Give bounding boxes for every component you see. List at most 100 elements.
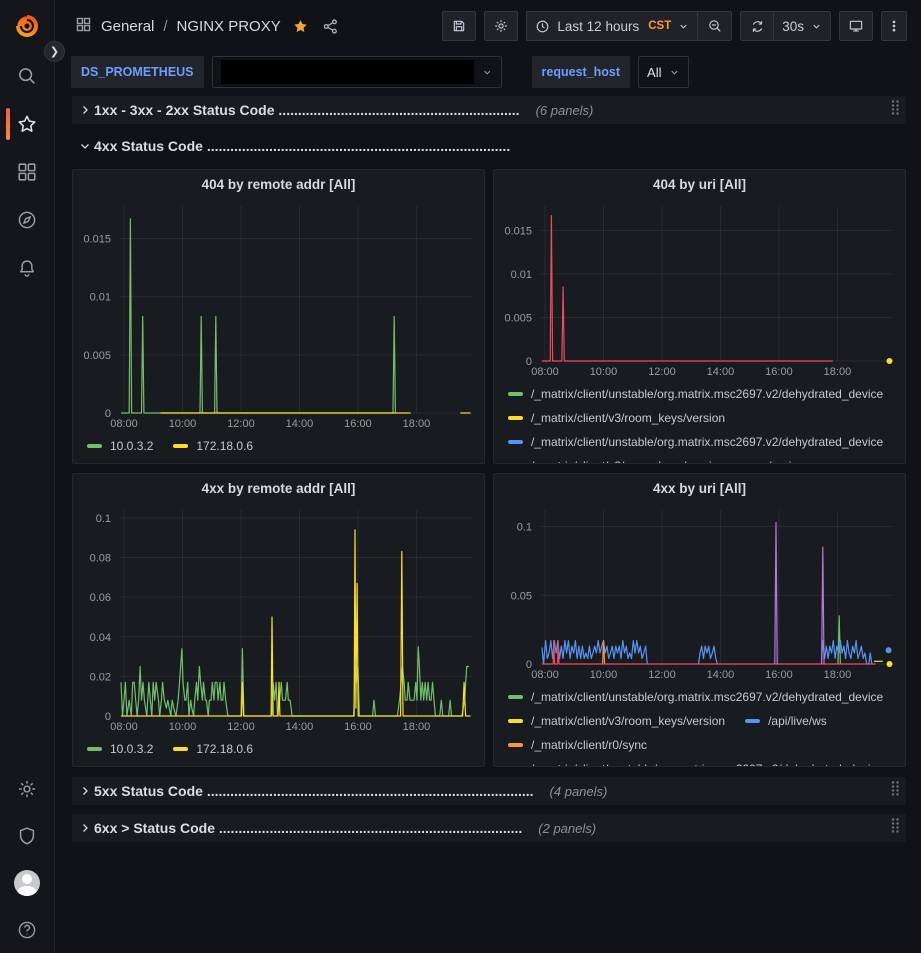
svg-text:0.1: 0.1: [96, 513, 111, 525]
timezone-label: CST: [648, 20, 671, 32]
breadcrumb-section[interactable]: General: [101, 18, 154, 35]
top-navigation-bar: General / NGINX PROXY: [55, 0, 921, 52]
row-header-5xx[interactable]: 5xx Status Code ........................…: [72, 777, 906, 805]
sidebar-item-dashboards[interactable]: [0, 148, 54, 196]
row-header-4xx[interactable]: 4xx Status Code ........................…: [72, 132, 906, 160]
legend-series-swatch: [508, 719, 523, 723]
legend-item[interactable]: /_matrix/client/unstable/org.matrix.msc2…: [508, 383, 883, 404]
svg-text:0.05: 0.05: [511, 590, 532, 602]
legend-item[interactable]: /_matrix/client/unstable/org.matrix.msc2…: [508, 686, 883, 707]
refresh-interval-dropdown[interactable]: 30s: [774, 11, 831, 41]
clock-icon: [535, 19, 550, 34]
legend-series-swatch: [173, 444, 188, 448]
drag-handle-icon[interactable]: [890, 780, 900, 802]
monitor-icon: [848, 18, 864, 34]
dashboard-settings-button[interactable]: [484, 11, 518, 41]
kebab-menu-button[interactable]: [881, 11, 907, 41]
gear-icon: [493, 18, 509, 34]
row-title: 5xx Status Code ........................…: [94, 783, 534, 799]
legend-item[interactable]: /api/live/ws: [745, 710, 827, 731]
row-header-6xx[interactable]: 6xx > Status Code ......................…: [72, 814, 906, 842]
legend-item[interactable]: 172.18.0.6: [173, 435, 253, 456]
shield-icon: [16, 825, 38, 847]
sidebar-item-profile[interactable]: [0, 859, 54, 906]
panel-404-by-uri: 404 by uri [All] 08:0010:0012:0014:0016:…: [493, 169, 906, 464]
tv-mode-button[interactable]: [839, 11, 873, 41]
legend-item[interactable]: 172.18.0.6: [173, 738, 253, 759]
legend-item[interactable]: 10.0.3.2: [87, 435, 153, 456]
chart-canvas[interactable]: 08:0010:0012:0014:0016:0018:0000.020.040…: [73, 502, 484, 736]
panel-grid: 404 by remote addr [All] 08:00 10:00 12:00…: [72, 169, 906, 767]
panel-title[interactable]: 404 by remote addr [All]: [73, 170, 484, 198]
legend-item[interactable]: /_matrix/client/unstable/org.matrix.msc2…: [508, 431, 883, 452]
save-dashboard-button[interactable]: [442, 11, 476, 41]
time-range-picker[interactable]: Last 12 hours CST: [526, 11, 698, 41]
caret-down-icon: [678, 21, 689, 32]
svg-text:18:00: 18:00: [824, 366, 852, 378]
chart-canvas[interactable]: 08:0010:0012:0014:0016:0018:0000.050.1: [494, 502, 905, 684]
svg-text:0.08: 0.08: [90, 553, 111, 565]
panel-title[interactable]: 4xx by remote addr [All]: [73, 474, 484, 502]
sidebar-item-server-admin[interactable]: [0, 812, 54, 859]
svg-text:12:00: 12:00: [648, 366, 676, 378]
datasource-label: DS_PROMETHEUS: [71, 56, 204, 88]
svg-text:12:00: 12:00: [227, 721, 255, 733]
star-icon: [16, 113, 38, 135]
refresh-button[interactable]: [740, 11, 774, 41]
legend-item[interactable]: /_matrix/client/v3/room_keys/version: [508, 407, 725, 428]
sidebar-item-configuration[interactable]: [0, 765, 54, 812]
svg-text:0: 0: [105, 711, 111, 723]
svg-text:12:00: 12:00: [648, 669, 676, 681]
svg-text:0.015: 0.015: [83, 234, 111, 246]
svg-text:10:00: 10:00: [169, 721, 197, 733]
svg-text:14:00: 14:00: [286, 418, 314, 430]
svg-text:14:00: 14:00: [707, 366, 735, 378]
legend-series-swatch: [173, 747, 188, 751]
row-header-1xx-3xx-2xx[interactable]: 1xx - 3xx - 2xx Status Code ............…: [72, 96, 906, 124]
datasource-dropdown[interactable]: [212, 56, 502, 88]
panel-title[interactable]: 4xx by uri [All]: [494, 474, 905, 502]
legend-item[interactable]: /_matrix/client/unstable/org.matrix.msc2…: [508, 758, 883, 766]
legend-series-label: /_matrix/client/unstable/org.matrix.msc2…: [531, 690, 883, 704]
dashboard-variables-bar: DS_PROMETHEUS request_host All: [55, 52, 921, 92]
time-range-label: Last 12 hours: [557, 19, 639, 34]
legend-series-label: /api/live/ws: [768, 714, 827, 728]
legend-item[interactable]: /_matrix/client/r0/sync: [508, 734, 647, 755]
favorite-star-button[interactable]: [290, 16, 311, 37]
legend-series-swatch: [745, 719, 760, 723]
legend-item[interactable]: 10.0.3.2: [87, 738, 153, 759]
chart-canvas[interactable]: 08:0010:0012:0014:0016:0018:0000.0050.01…: [494, 198, 905, 381]
sidebar-item-search[interactable]: [0, 52, 54, 100]
panel-4xx-by-remote-addr: 4xx by remote addr [All] 08:0010:0012:00…: [72, 473, 485, 767]
sidebar-item-starred[interactable]: [0, 100, 54, 148]
request-host-label: request_host: [532, 56, 631, 88]
zoom-out-time-button[interactable]: [698, 11, 732, 41]
legend-item[interactable]: /_matrix/client/v3/room_keys/version: [508, 455, 725, 463]
row-panel-count: (4 panels): [550, 784, 608, 799]
svg-text:0.01: 0.01: [511, 269, 532, 281]
svg-text:0.005: 0.005: [83, 350, 111, 362]
svg-text:08:00: 08:00: [531, 669, 559, 681]
sidebar-expand-button[interactable]: ❯: [44, 41, 65, 62]
panel-title[interactable]: 404 by uri [All]: [494, 170, 905, 198]
svg-text:0: 0: [526, 659, 532, 671]
legend-series-swatch: [508, 440, 523, 444]
sidebar-item-explore[interactable]: [0, 196, 54, 244]
legend-item[interactable]: /_matrix/client/v3/room_keys/version: [508, 710, 725, 731]
chart-canvas[interactable]: 08:0010:0012:0014:0016:0018:0000.0050.01…: [73, 198, 484, 433]
dashboard-title[interactable]: NGINX PROXY: [177, 18, 281, 35]
drag-handle-icon[interactable]: [890, 99, 900, 121]
panel-legend: 10.0.3.2 172.18.0.6: [73, 736, 484, 766]
svg-text:0: 0: [105, 408, 111, 420]
svg-text:0.005: 0.005: [504, 312, 532, 324]
request-host-dropdown[interactable]: All: [638, 56, 689, 88]
sidebar-item-alerting[interactable]: [0, 244, 54, 292]
drag-handle-icon[interactable]: [890, 817, 900, 839]
sidebar-item-help[interactable]: [0, 906, 54, 953]
chevron-down-icon: [76, 140, 94, 152]
legend-series-label: /_matrix/client/v3/room_keys/version: [531, 714, 725, 728]
legend-item[interactable]: /sw.js: [745, 455, 797, 463]
share-dashboard-button[interactable]: [320, 16, 341, 37]
legend-series-label: 172.18.0.6: [196, 439, 253, 453]
svg-text:0.06: 0.06: [90, 592, 111, 604]
